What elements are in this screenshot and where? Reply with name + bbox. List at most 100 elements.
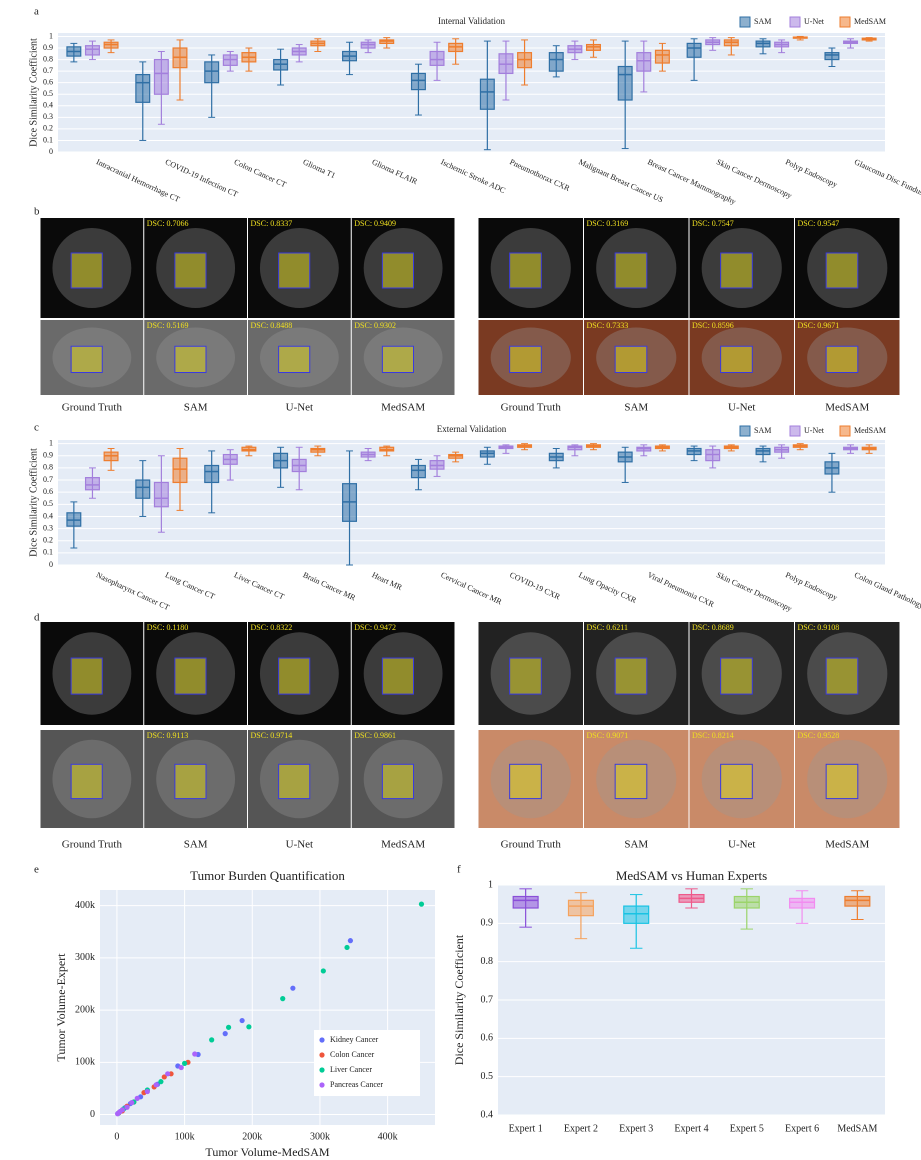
- dsc-label: DSC: 0.7066: [147, 219, 189, 228]
- bounding-box: [278, 657, 311, 695]
- box: [844, 895, 871, 907]
- point: [153, 1082, 159, 1088]
- point: [344, 944, 350, 951]
- box: [204, 464, 220, 484]
- bounding-box: [70, 763, 103, 800]
- point: [124, 1104, 130, 1110]
- dsc-label: DSC: 0.9861: [354, 731, 396, 740]
- bounding-box: [174, 252, 207, 289]
- x-tick-label: Expert 3: [619, 1123, 653, 1134]
- bounding-box: [381, 763, 414, 800]
- box: [135, 479, 151, 499]
- bounding-box: [278, 252, 311, 289]
- y-tick-label: 1: [49, 438, 53, 447]
- dsc-label: DSC: 0.8596: [692, 321, 734, 330]
- plot-background: [58, 33, 885, 152]
- dsc-label: DSC: 0.9547: [798, 219, 840, 228]
- point: [209, 1037, 215, 1043]
- y-tick-label: 0.6: [43, 78, 53, 87]
- image-caption: MedSAM: [381, 402, 425, 414]
- legend-swatch: [319, 1037, 325, 1043]
- bounding-box: [720, 763, 753, 800]
- bounding-box: [509, 657, 542, 695]
- dsc-label: DSC: 0.9714: [251, 731, 293, 740]
- bounding-box: [825, 657, 859, 695]
- x-tick-label: Glioma T1: [302, 157, 337, 180]
- box: [512, 895, 539, 909]
- plot-background: [58, 440, 885, 565]
- panel-letter: e: [34, 864, 39, 876]
- box: [548, 52, 564, 72]
- x-tick-label: Polyp Endoscopy: [784, 157, 839, 189]
- legend-swatch: [789, 16, 801, 28]
- dsc-label: DSC: 0.9472: [354, 623, 396, 632]
- image-caption: MedSAM: [825, 839, 869, 851]
- dsc-label: DSC: 0.8488: [251, 321, 293, 330]
- image-caption: Ground Truth: [501, 839, 562, 851]
- y-tick-label: 100k: [75, 1057, 95, 1068]
- bounding-box: [614, 345, 648, 373]
- y-axis-label: Dice Similarity Coefficient: [452, 934, 466, 1065]
- y-tick-label: 0.5: [43, 499, 53, 508]
- point: [222, 1031, 228, 1037]
- y-tick-label: 0.7: [43, 475, 53, 484]
- dsc-label: DSC: 0.9113: [147, 731, 189, 740]
- legend-box: [314, 1030, 420, 1096]
- point: [181, 1060, 188, 1066]
- bounding-box: [278, 763, 311, 800]
- bounding-box: [614, 657, 648, 695]
- y-tick-label: 0: [49, 560, 53, 569]
- chart-title: Tumor Burden Quantification: [190, 868, 345, 883]
- point: [290, 985, 296, 991]
- x-tick-label: 100k: [175, 1131, 195, 1142]
- dsc-label: DSC: 0.1180: [147, 623, 189, 632]
- box: [410, 464, 426, 479]
- box: [153, 58, 169, 95]
- point: [418, 901, 425, 907]
- image-caption: Ground Truth: [62, 402, 123, 414]
- y-tick-label: 0.8: [43, 54, 53, 63]
- x-tick-label: Brain Cancer MR: [302, 570, 358, 602]
- bounding-box: [381, 345, 414, 373]
- panel-letter: f: [457, 864, 461, 876]
- image-caption: U-Net: [728, 402, 756, 414]
- point: [144, 1088, 150, 1095]
- y-tick-label: 0.5: [43, 89, 53, 98]
- bounding-box: [720, 252, 753, 289]
- y-tick-label: 0.6: [43, 487, 53, 496]
- legend-label: Colon Cancer: [330, 1050, 375, 1059]
- bounding-box: [174, 763, 207, 800]
- dsc-label: DSC: 0.8337: [251, 219, 293, 228]
- y-tick-label: 0.5: [481, 1071, 494, 1082]
- legend-swatch: [319, 1082, 325, 1088]
- image-caption: U-Net: [286, 402, 314, 414]
- point: [347, 938, 354, 944]
- box: [636, 52, 652, 72]
- legend-swatch: [739, 425, 751, 437]
- box: [479, 78, 495, 110]
- dsc-label: DSC: 0.9302: [354, 321, 396, 330]
- bounding-box: [174, 657, 207, 695]
- x-tick-label: COVID-19 CXR: [508, 570, 562, 601]
- bounding-box: [381, 657, 414, 695]
- box: [789, 897, 816, 909]
- x-axis-label: Tumor Volume-MedSAM: [205, 1145, 329, 1159]
- point: [192, 1051, 198, 1057]
- y-tick-label: 0.1: [43, 548, 53, 557]
- point: [225, 1024, 232, 1030]
- x-tick-label: Cervical Cancer MR: [439, 570, 503, 606]
- point: [246, 1024, 252, 1030]
- y-tick-label: 0.8: [481, 956, 494, 967]
- legend-label: Kidney Cancer: [330, 1035, 379, 1044]
- x-tick-label: Expert 1: [509, 1123, 543, 1134]
- image-caption: SAM: [184, 402, 208, 414]
- point: [161, 1074, 167, 1080]
- box: [429, 50, 445, 66]
- y-axis-label: Dice Similarity Coefficient: [28, 38, 39, 147]
- x-tick-label: Lung Opacity CXR: [577, 570, 638, 605]
- panel-letter: b: [34, 206, 40, 218]
- box: [824, 52, 840, 61]
- legend-swatch: [739, 16, 751, 28]
- x-tick-label: Colon Cancer CT: [233, 157, 288, 189]
